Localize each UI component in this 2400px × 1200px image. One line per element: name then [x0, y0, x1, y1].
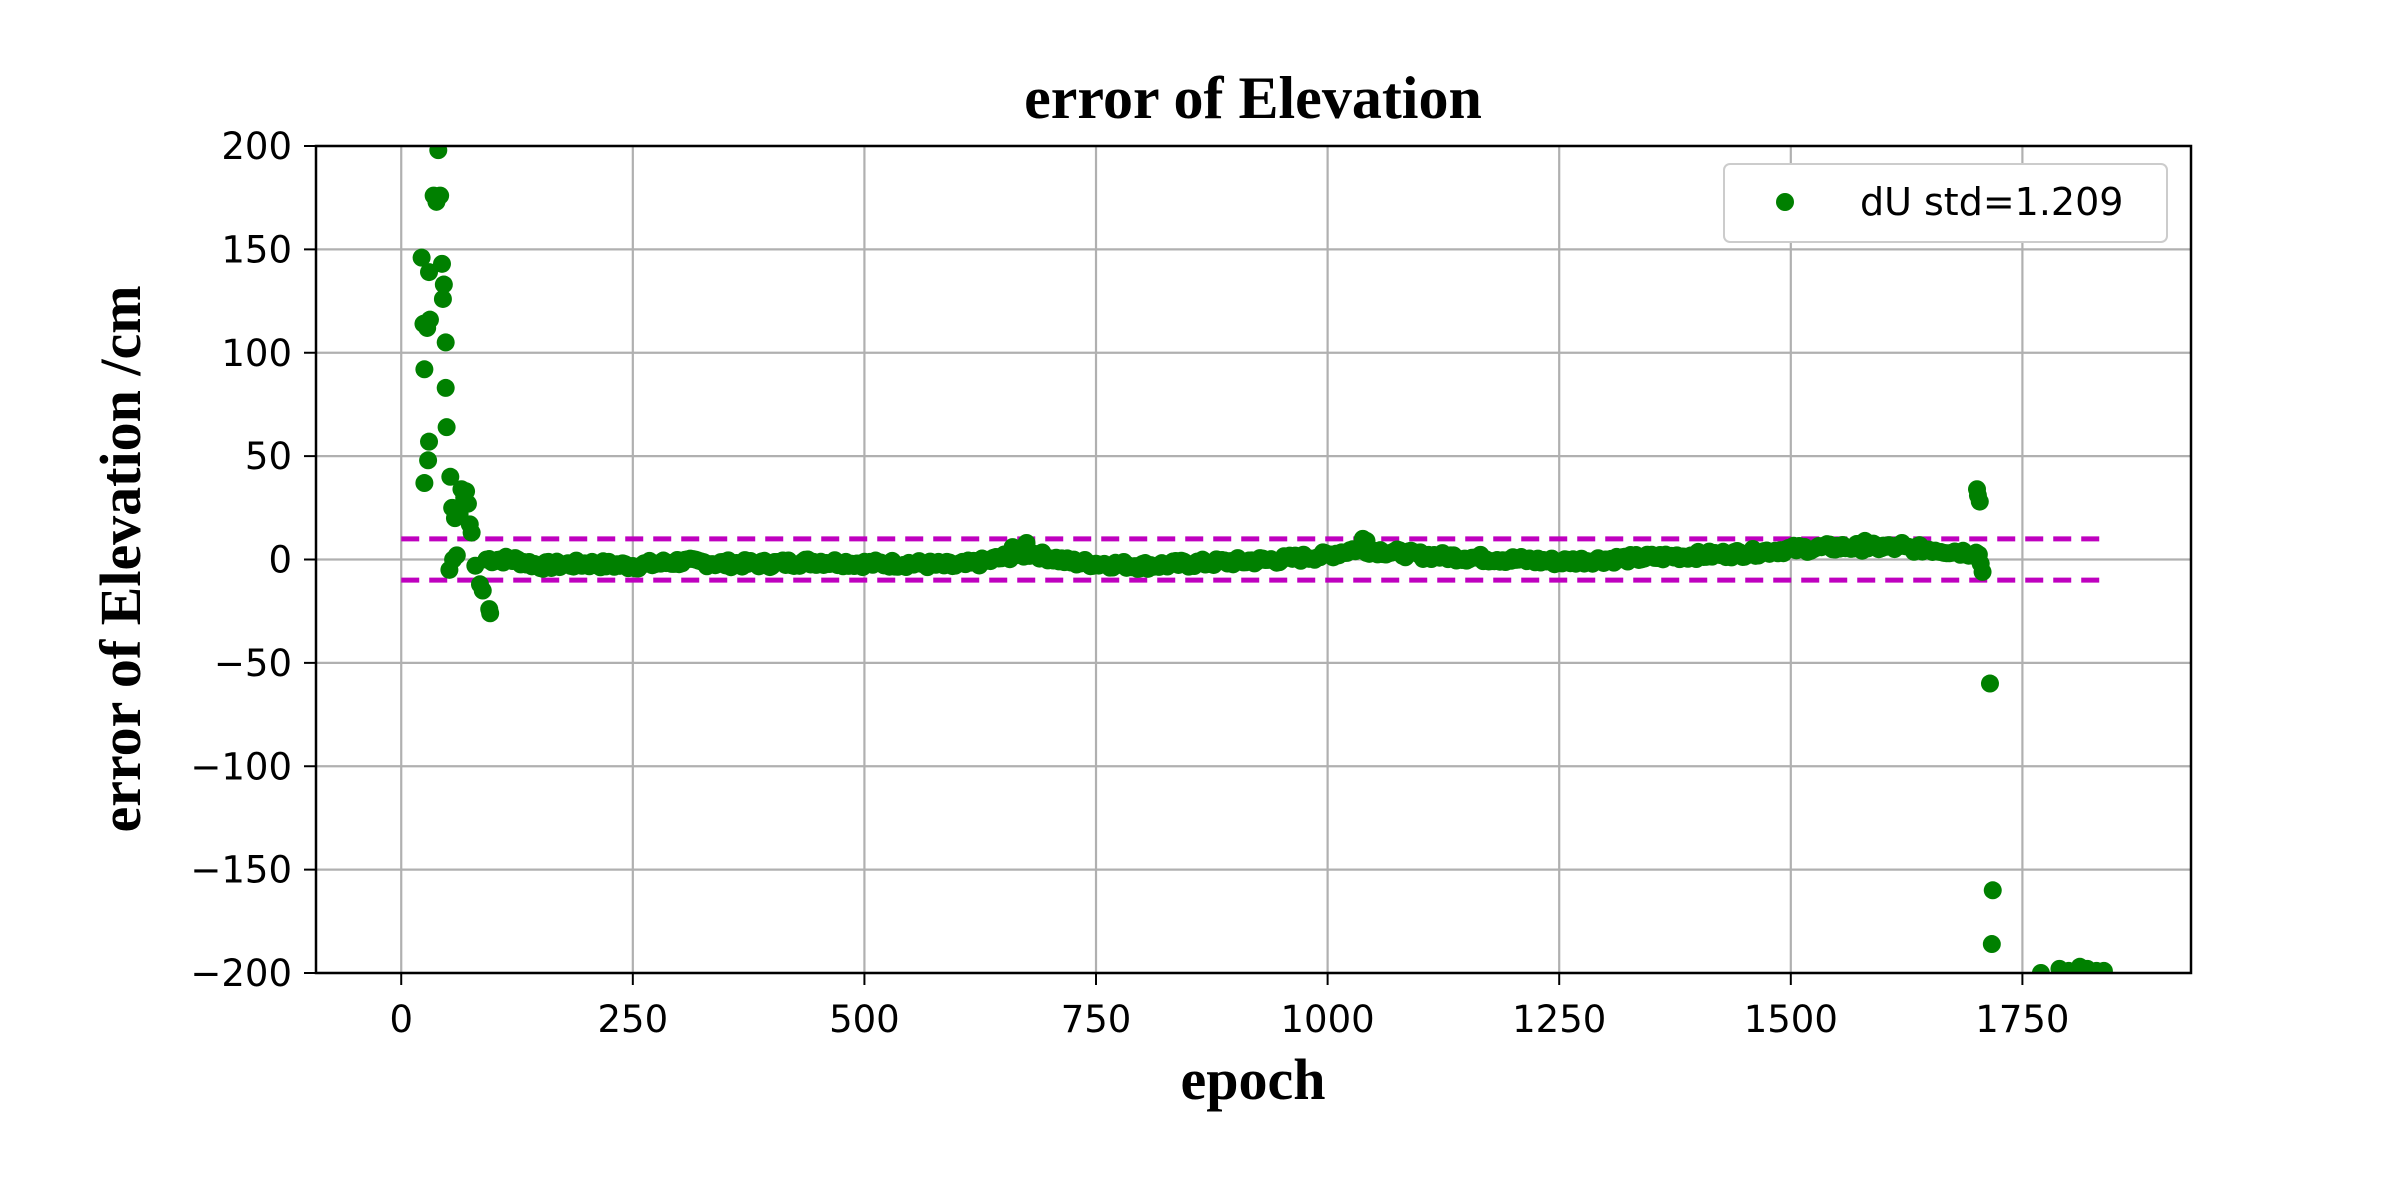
data-point [1892, 533, 1911, 552]
legend: dU std=1.209 [1723, 163, 2168, 243]
data-point [420, 263, 439, 282]
y-tick-label: 100 [221, 332, 292, 375]
data-point [437, 418, 456, 437]
legend-marker [1776, 193, 1794, 211]
y-tick-label: 150 [221, 228, 292, 271]
x-tick-label: 500 [829, 998, 900, 1041]
data-point [432, 254, 451, 273]
y-axis-label: error of Elevation /cm [88, 285, 153, 832]
x-axis-ticks: 0 250 500 750 1000 1250 1500 1750 [389, 973, 2069, 1041]
data-points [412, 146, 2113, 973]
data-point [429, 146, 448, 160]
data-point [1983, 881, 2002, 900]
data-point [2004, 972, 2013, 973]
x-tick-label: 1000 [1281, 998, 1375, 1041]
y-tick-label: −150 [190, 849, 292, 892]
data-point [1970, 492, 1989, 511]
x-tick-label: 1500 [1744, 998, 1838, 1041]
y-axis-ticks: 200 150 100 50 0 −50 −100 −150 −200 [190, 125, 316, 995]
data-point [1003, 538, 1022, 557]
data-point [445, 509, 464, 528]
x-tick-label: 1250 [1512, 998, 1606, 1041]
data-point [415, 474, 434, 493]
y-tick-label: −100 [190, 745, 292, 788]
data-point [1982, 935, 2001, 954]
legend-box [1723, 163, 2168, 243]
data-point [466, 556, 485, 575]
y-tick-label: 50 [245, 435, 292, 478]
y-tick-label: −200 [190, 952, 292, 995]
data-point [480, 600, 499, 619]
data-point [431, 186, 450, 205]
data-point [433, 289, 452, 308]
data-point [1017, 533, 1036, 552]
legend-label: dU std=1.209 [1860, 180, 2123, 224]
y-tick-label: −50 [214, 642, 292, 685]
x-axis-label: epoch [1181, 1047, 1326, 1112]
data-point [436, 333, 455, 352]
chart-title: error of Elevation [1024, 65, 1482, 131]
data-point [434, 275, 453, 294]
data-point [1980, 674, 1999, 693]
data-point [420, 432, 439, 451]
data-point [441, 467, 460, 486]
data-point [462, 523, 481, 542]
data-point [440, 560, 459, 579]
data-point [418, 318, 437, 337]
x-tick-label: 0 [389, 998, 413, 1041]
data-point [415, 360, 434, 379]
data-point [436, 378, 455, 397]
y-tick-label: 0 [268, 539, 292, 582]
x-tick-label: 750 [1061, 998, 1132, 1041]
data-point [2094, 961, 2113, 973]
threshold-lines [401, 536, 2106, 583]
y-tick-label: 200 [221, 125, 292, 168]
data-point [1855, 531, 1874, 550]
data-point [412, 248, 431, 267]
data-point [2031, 964, 2050, 973]
x-tick-label: 1750 [1975, 998, 2069, 1041]
data-point [473, 581, 492, 600]
data-point [419, 451, 438, 470]
x-tick-label: 250 [598, 998, 669, 1041]
data-point [1357, 531, 1376, 550]
data-point [1973, 562, 1992, 581]
